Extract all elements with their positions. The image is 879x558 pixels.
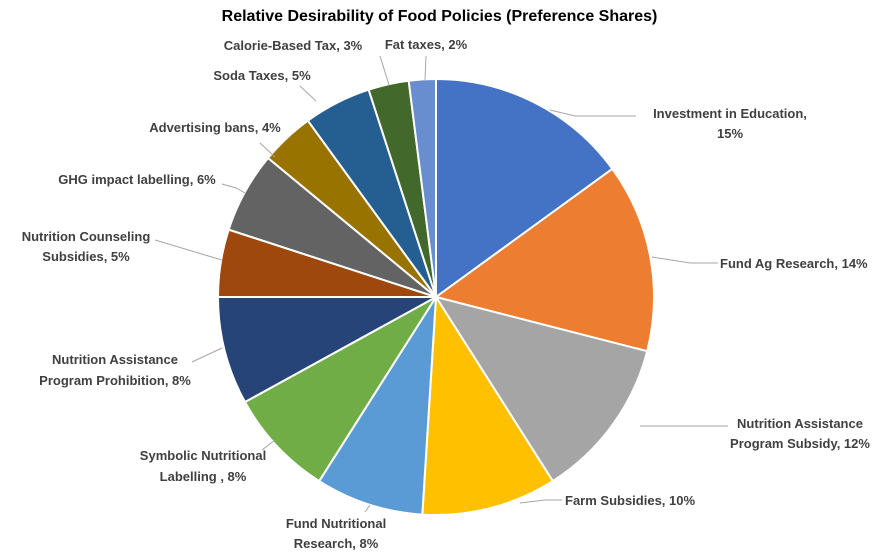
leader-line-fund-nutritional-research — [364, 504, 371, 513]
pie-slices — [216, 77, 655, 516]
leader-line-soda-taxes — [299, 85, 317, 102]
data-label-advertising-bans: Advertising bans, 4% — [149, 120, 281, 135]
data-label-soda-taxes: Soda Taxes, 5% — [213, 68, 311, 83]
data-label-symbolic-nutritional-labelling: Symbolic Nutritional Labelling , 8% — [140, 448, 266, 484]
data-label-investment-in-education: Investment in Education, 15% — [653, 106, 807, 141]
slice-fund-nutritional-research — [317, 296, 437, 516]
data-label-fund-nutritional-research: Fund Nutritional Research, 8% — [286, 516, 386, 551]
slice-nutrition-assistance-program-subsidy — [433, 295, 649, 483]
leader-line-advertising-bans — [259, 142, 276, 158]
slice-labels: Investment in Education, 15% Fund Ag Resea… — [22, 37, 871, 551]
data-label-nutrition-counseling-subsidies: Nutrition Counseling Subsidies, 5% — [22, 229, 151, 264]
data-label-fat-taxes: Fat taxes, 2% — [385, 37, 468, 52]
leader-line-farm-subsidies — [519, 499, 562, 504]
slice-symbolic-nutritional-labelling — [243, 296, 437, 483]
leader-line-symbolic-nutritional-labelling — [261, 439, 276, 451]
leader-line-investment-in-education — [549, 109, 636, 117]
leader-lines — [154, 55, 728, 513]
slice-fund-ag-research — [433, 167, 655, 353]
leader-line-fund-ag-research — [651, 256, 718, 264]
leader-line-nutrition-counseling-subsidies — [154, 239, 223, 261]
data-label-farm-subsidies: Farm Subsidies, 10% — [565, 493, 695, 508]
slice-nutrition-assistance-program-prohibition — [216, 296, 437, 404]
slice-fat-taxes — [407, 77, 437, 298]
leader-line-ghg-impact-labelling — [221, 183, 246, 194]
data-label-nutrition-assistance-program-prohibition: Nutrition Assistance Program Prohibition,… — [39, 352, 191, 388]
chart-title: Relative Desirability of Food Policies (… — [221, 8, 658, 25]
leader-line-calorie-based-tax — [379, 55, 390, 86]
leader-line-fat-taxes — [424, 55, 427, 81]
data-label-ghg-impact-labelling: GHG impact labelling, 6% — [58, 172, 216, 187]
slice-investment-in-education — [435, 77, 614, 299]
data-label-fund-ag-research: Fund Ag Research, 14% — [720, 256, 868, 271]
data-label-calorie-based-tax: Calorie-Based Tax, 3% — [224, 38, 363, 53]
slice-farm-subsidies — [421, 293, 555, 516]
leader-line-nutrition-assistance-program-prohibition — [191, 347, 223, 363]
data-label-nutrition-assistance-program-subsidy: Nutrition Assistance Program Subsidy, 12% — [730, 416, 870, 451]
